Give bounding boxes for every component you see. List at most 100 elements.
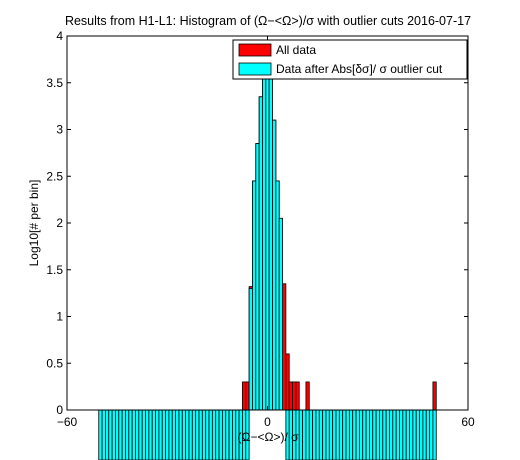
- x-tick-label: 60: [461, 415, 475, 429]
- y-tick-label: 3: [56, 123, 63, 137]
- legend-swatch-all-data: [238, 43, 272, 57]
- below-axis-bar: [208, 409, 213, 460]
- below-axis-bar: [138, 409, 143, 460]
- below-axis-bar: [405, 409, 410, 460]
- below-axis-bar: [195, 409, 200, 460]
- bar-all-data: [295, 381, 300, 411]
- y-tick-label: 0: [56, 403, 63, 417]
- below-axis-bar: [185, 409, 190, 460]
- bar-after-cut: [265, 40, 270, 411]
- below-axis-bar: [228, 409, 233, 460]
- below-axis-bar: [121, 409, 126, 460]
- below-axis-bar: [151, 409, 156, 460]
- below-axis-bar: [225, 409, 230, 460]
- bar-all-data: [282, 283, 287, 411]
- y-tick-label: 0.5: [46, 356, 63, 370]
- below-axis-bar: [382, 409, 387, 460]
- below-axis-bar: [305, 409, 310, 460]
- x-tick-label: −60: [57, 415, 78, 429]
- below-axis-bar: [211, 409, 217, 460]
- y-tick-label: 2.5: [46, 169, 63, 183]
- below-axis-bar: [131, 409, 136, 460]
- legend-box: [232, 39, 468, 80]
- bar-after-cut: [248, 288, 253, 411]
- below-axis-bar: [158, 409, 163, 460]
- below-axis-bar: [205, 409, 210, 460]
- below-axis-bar: [429, 409, 434, 460]
- bar-all-data: [292, 381, 297, 411]
- bar-all-data: [305, 381, 310, 411]
- below-axis-bar: [221, 409, 227, 460]
- y-tick-label: 4: [56, 29, 63, 43]
- below-axis-bar: [402, 409, 407, 460]
- below-axis-bar: [298, 409, 303, 460]
- below-axis-bar: [98, 409, 103, 460]
- below-axis-bar: [178, 409, 183, 460]
- below-axis-bar: [315, 409, 320, 460]
- below-axis-bar: [218, 409, 223, 460]
- below-axis-bar: [135, 409, 140, 460]
- below-axis-bar: [375, 409, 380, 460]
- below-axis-bar: [312, 409, 317, 460]
- below-axis-bar: [168, 409, 173, 460]
- below-axis-bar: [232, 409, 237, 460]
- below-axis-bar: [345, 409, 350, 460]
- below-axis-bar: [145, 409, 150, 460]
- bar-after-cut: [278, 217, 283, 411]
- y-axis-label: Log10[# per bin]: [27, 180, 41, 267]
- below-axis-bar: [425, 409, 430, 460]
- below-axis-bar: [105, 409, 110, 460]
- below-axis-bar: [369, 409, 374, 460]
- below-axis-bar: [161, 409, 166, 460]
- bar-all-data: [288, 381, 293, 411]
- bar-after-cut: [252, 180, 257, 411]
- below-axis-bar: [325, 409, 330, 460]
- below-axis-bar: [165, 409, 170, 460]
- below-axis-bar: [392, 409, 397, 460]
- below-axis-bar: [302, 409, 307, 460]
- below-axis-bar: [358, 409, 364, 460]
- below-axis-bar: [318, 409, 324, 460]
- below-axis-bar: [171, 409, 177, 460]
- below-axis-bar: [108, 409, 113, 460]
- below-axis-bar: [385, 409, 390, 460]
- below-axis-bar: [365, 409, 370, 460]
- below-axis-bar: [395, 409, 400, 460]
- below-axis-bar: [322, 409, 327, 460]
- legend-swatch-after-cut: [238, 62, 272, 76]
- below-axis-bar: [348, 409, 354, 460]
- bar-after-cut: [262, 58, 267, 411]
- below-axis-bar: [379, 409, 384, 460]
- below-axis-bar: [111, 409, 116, 460]
- below-axis-bar: [335, 409, 340, 460]
- below-axis-bar: [422, 409, 427, 460]
- x-tick-label: 0: [264, 415, 271, 429]
- below-axis-bar: [115, 409, 120, 460]
- y-axis: 0 0.5 1 1.5 2 2.5 3 3.5 4: [46, 29, 468, 417]
- x-axis-label: (Ω−<Ω>)/ σ: [237, 430, 299, 444]
- below-axis-bar: [432, 409, 437, 460]
- below-axis-bar: [148, 409, 153, 460]
- below-axis-bar: [355, 409, 360, 460]
- below-axis-bar: [308, 409, 314, 460]
- below-axis-bar: [141, 409, 146, 460]
- below-axis-bar: [101, 409, 106, 460]
- y-tick-label: 3.5: [46, 76, 63, 90]
- legend-label-after-cut: Data after Abs[δσ]/ σ outlier cut: [276, 62, 443, 76]
- below-axis-bar: [201, 409, 207, 460]
- below-axis-bar: [419, 409, 424, 460]
- below-axis-bar: [155, 409, 160, 460]
- below-axis-bar: [412, 409, 417, 460]
- below-axis-bar: [399, 409, 404, 460]
- x-axis: −60 0 60: [57, 36, 475, 429]
- below-axis-bar: [372, 409, 377, 460]
- bar-after-cut: [255, 143, 260, 411]
- below-axis-bar: [415, 409, 420, 460]
- y-tick-label: 1.5: [46, 263, 63, 277]
- bar-all-data: [242, 381, 247, 411]
- below-axis-bar: [181, 409, 187, 460]
- bar-all-data: [432, 381, 437, 411]
- bar-all-data: [245, 381, 250, 411]
- below-axis-bar: [352, 409, 357, 460]
